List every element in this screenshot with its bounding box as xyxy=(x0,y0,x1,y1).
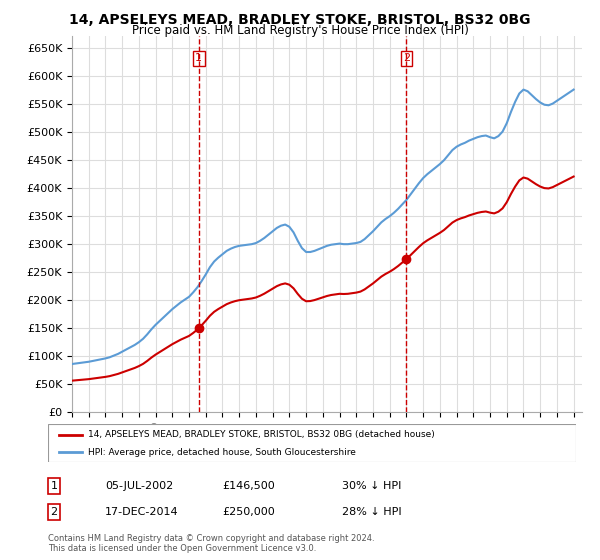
Text: £250,000: £250,000 xyxy=(222,507,275,517)
Text: 1: 1 xyxy=(50,481,58,491)
Text: 1: 1 xyxy=(196,53,202,63)
Text: £146,500: £146,500 xyxy=(222,481,275,491)
Text: Contains HM Land Registry data © Crown copyright and database right 2024.
This d: Contains HM Land Registry data © Crown c… xyxy=(48,534,374,553)
Text: HPI: Average price, detached house, South Gloucestershire: HPI: Average price, detached house, Sout… xyxy=(88,448,355,457)
Text: Price paid vs. HM Land Registry's House Price Index (HPI): Price paid vs. HM Land Registry's House … xyxy=(131,24,469,37)
Text: 28% ↓ HPI: 28% ↓ HPI xyxy=(342,507,401,517)
Text: 2: 2 xyxy=(403,53,410,63)
Text: 2: 2 xyxy=(50,507,58,517)
FancyBboxPatch shape xyxy=(48,424,576,462)
Text: 17-DEC-2014: 17-DEC-2014 xyxy=(105,507,179,517)
Text: 14, APSELEYS MEAD, BRADLEY STOKE, BRISTOL, BS32 0BG (detached house): 14, APSELEYS MEAD, BRADLEY STOKE, BRISTO… xyxy=(88,430,434,439)
Text: 05-JUL-2002: 05-JUL-2002 xyxy=(105,481,173,491)
Text: 14, APSELEYS MEAD, BRADLEY STOKE, BRISTOL, BS32 0BG: 14, APSELEYS MEAD, BRADLEY STOKE, BRISTO… xyxy=(69,13,531,27)
Text: 30% ↓ HPI: 30% ↓ HPI xyxy=(342,481,401,491)
